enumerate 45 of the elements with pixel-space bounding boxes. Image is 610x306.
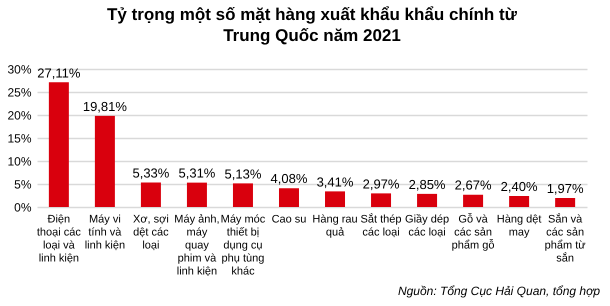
data-label: 2,97% bbox=[362, 176, 400, 192]
bar bbox=[463, 194, 484, 207]
x-tick-label: Điện thoại các loại và linh kiện bbox=[36, 214, 82, 264]
x-tick-label: Gỗ và các sản phẩm gỗ bbox=[452, 212, 494, 252]
chart-title: Tỷ trọng một số mặt hàng xuất khẩu khẩu chính từ Trung Quốc năm 2021 bbox=[107, 5, 518, 45]
data-label: 19,81% bbox=[82, 98, 128, 114]
x-tick-label: Sắt thép các loại bbox=[360, 212, 402, 238]
x-tick-label: Máy ảnh, máy quay phim và linh kiện bbox=[174, 214, 220, 278]
bar bbox=[94, 116, 115, 207]
bar bbox=[278, 188, 299, 207]
x-tick-label: Xơ, sợi dệt các loại bbox=[133, 214, 170, 252]
data-label: 1,97% bbox=[546, 180, 584, 196]
x-tick-label: Cao su bbox=[272, 214, 306, 226]
bar bbox=[417, 194, 438, 207]
data-label: 2,85% bbox=[408, 176, 446, 192]
data-label: 5,31% bbox=[178, 166, 216, 181]
data-label: 27,11% bbox=[37, 65, 81, 80]
text: Nguồn: Tổng Cục Hải Quan, tổng hợp bbox=[398, 284, 600, 298]
y-tick-label: 5% bbox=[14, 178, 32, 192]
bar bbox=[509, 196, 530, 207]
bar bbox=[186, 182, 207, 207]
y-tick-label: 15% bbox=[7, 132, 32, 146]
y-tick-label: 10% bbox=[7, 154, 32, 168]
bar bbox=[48, 82, 69, 207]
bar bbox=[371, 193, 392, 207]
x-tick-label: Máy vi tính và linh kiện bbox=[84, 214, 126, 252]
x-tick-label: Hàng dệt may bbox=[496, 214, 542, 238]
bar bbox=[140, 182, 161, 207]
x-tick-label: Hàng rau quả bbox=[312, 214, 358, 238]
bar bbox=[325, 191, 346, 207]
y-tick-label: 25% bbox=[7, 86, 32, 100]
x-tick-label: Máy móc thiết bị dụng cụ phụ tùng khác bbox=[220, 214, 266, 278]
data-label: 2,67% bbox=[454, 178, 492, 193]
y-tick-label: 20% bbox=[7, 108, 32, 122]
data-label: 5,33% bbox=[132, 165, 170, 180]
data-label: 2,40% bbox=[500, 178, 538, 194]
data-label: 5,13% bbox=[224, 166, 262, 182]
bar bbox=[232, 183, 253, 207]
x-tick-label: Sắn và các sản phẩm từ sắn bbox=[544, 212, 586, 264]
y-tick-label: 30% bbox=[7, 62, 32, 76]
x-tick-label: Giầy dép các loại bbox=[405, 214, 450, 238]
bar bbox=[555, 198, 576, 207]
data-label: 3,41% bbox=[316, 174, 354, 190]
data-label: 4,08% bbox=[270, 171, 308, 186]
y-tick-label: 0% bbox=[14, 200, 32, 214]
